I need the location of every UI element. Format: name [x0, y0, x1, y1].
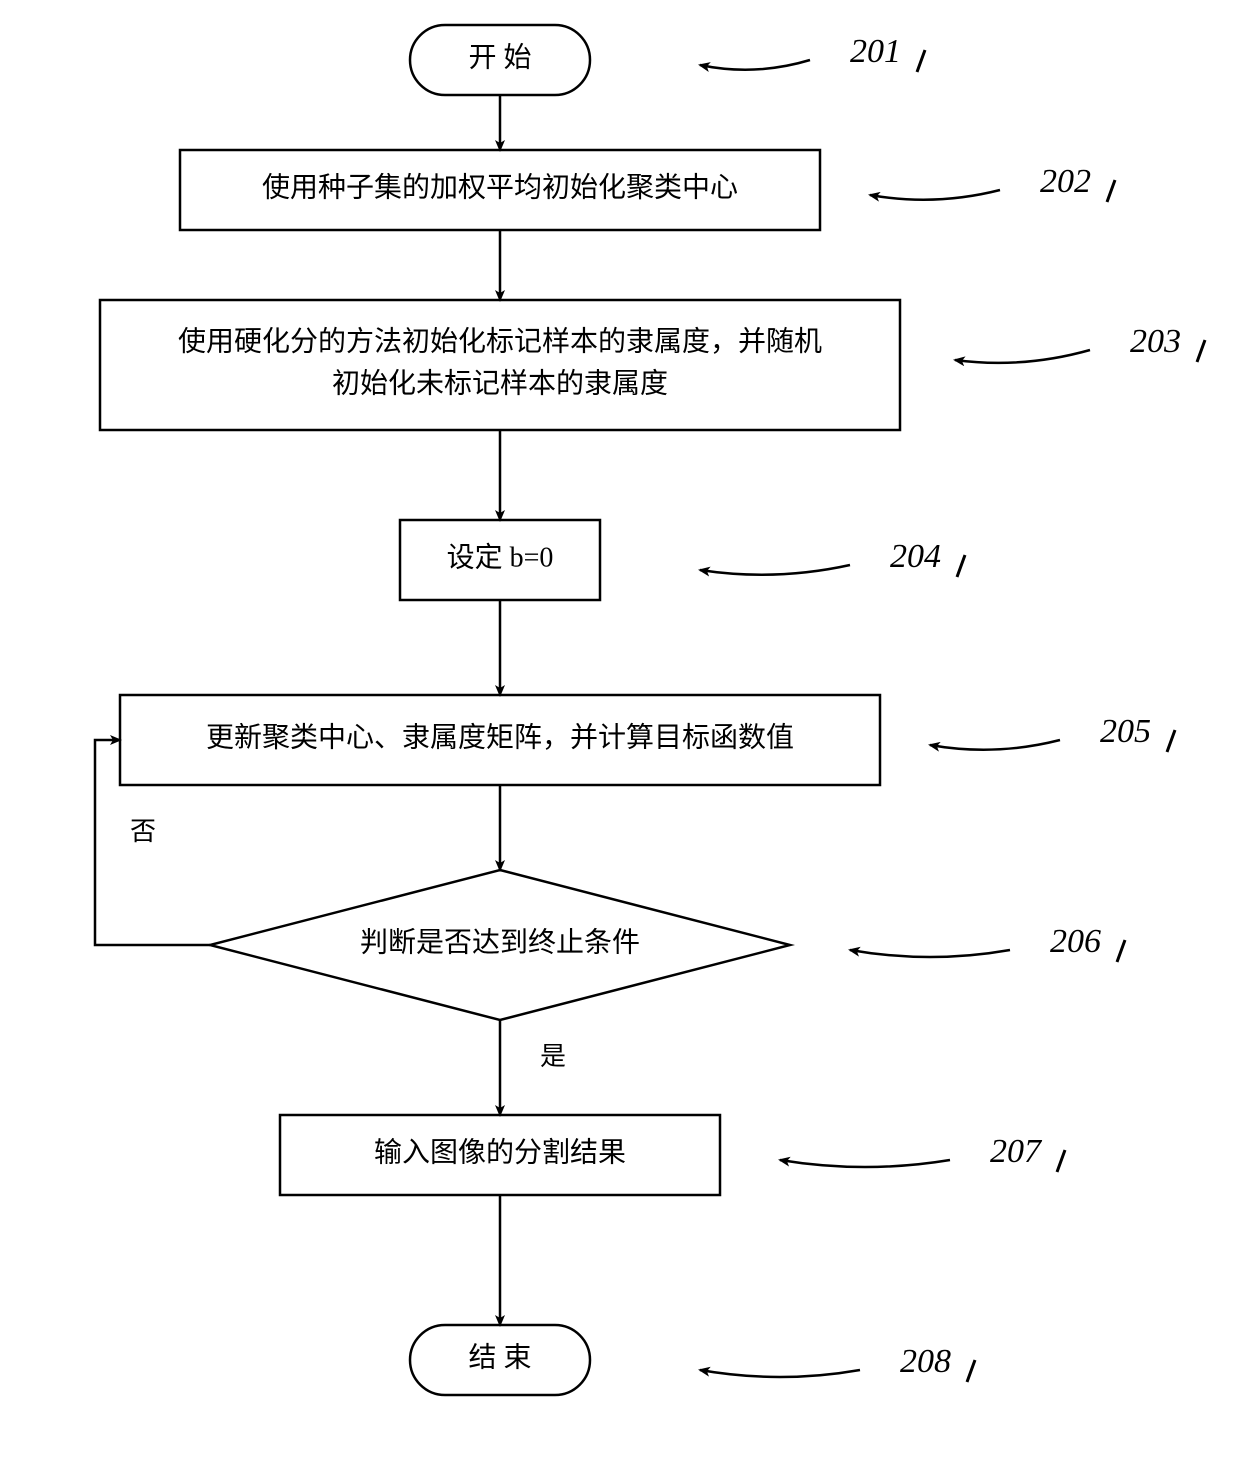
- node-n207-label: 输入图像的分割结果: [374, 1136, 626, 1168]
- reference-labels-layer: 201 202 203 204 205 206 207 208: [700, 33, 1205, 1382]
- ref-208: 208: [700, 1343, 975, 1382]
- ref-206: 206: [850, 923, 1125, 962]
- node-n202-label: 使用种子集的加权平均初始化聚类中心: [262, 171, 738, 203]
- node-n203: 使用硬化分的方法初始化标记样本的隶属度，并随机初始化未标记样本的隶属度: [100, 300, 900, 430]
- ref-label: 204: [890, 538, 941, 575]
- node-n203-label: 初始化未标记样本的隶属度: [332, 367, 668, 399]
- node-start-label: 开 始: [468, 41, 531, 73]
- ref-label: 207: [990, 1133, 1043, 1170]
- ref-label: 201: [850, 33, 901, 70]
- prime-tick: [917, 50, 925, 72]
- node-end-label: 结 束: [468, 1341, 531, 1373]
- ref-205: 205: [930, 713, 1175, 752]
- prime-tick: [1117, 940, 1125, 962]
- ref-207: 207: [780, 1133, 1065, 1172]
- prime-tick: [1107, 180, 1115, 202]
- ref-label: 206: [1050, 923, 1101, 960]
- prime-tick: [1167, 730, 1175, 752]
- ref-label: 208: [900, 1343, 951, 1380]
- node-start: 开 始: [410, 25, 590, 95]
- edge-n206-n205: 否: [95, 740, 210, 945]
- ref-202: 202: [870, 163, 1115, 202]
- edge-n206-n207: 是: [500, 1020, 566, 1115]
- flowchart-svg: 是 否 开 始使用种子集的加权平均初始化聚类中心使用硬化分的方法初始化标记样本的隶…: [0, 0, 1240, 1480]
- prime-tick: [1197, 340, 1205, 362]
- prime-tick: [1057, 1150, 1065, 1172]
- ref-label: 205: [1100, 713, 1151, 750]
- ref-203: 203: [955, 323, 1205, 363]
- prime-tick: [957, 555, 965, 577]
- node-end: 结 束: [410, 1325, 590, 1395]
- ref-label: 202: [1040, 163, 1091, 200]
- node-n205-label: 更新聚类中心、隶属度矩阵，并计算目标函数值: [206, 721, 794, 753]
- edge-label: 否: [130, 817, 156, 846]
- node-n204: 设定 b=0: [400, 520, 600, 600]
- node-n205: 更新聚类中心、隶属度矩阵，并计算目标函数值: [120, 695, 880, 785]
- node-n207: 输入图像的分割结果: [280, 1115, 720, 1195]
- node-n206-label: 判断是否达到终止条件: [360, 926, 640, 958]
- edge-label: 是: [540, 1042, 566, 1071]
- node-n206: 判断是否达到终止条件: [210, 870, 790, 1020]
- nodes-layer: 开 始使用种子集的加权平均初始化聚类中心使用硬化分的方法初始化标记样本的隶属度，…: [100, 25, 900, 1395]
- node-n204-label: 设定 b=0: [447, 541, 554, 573]
- prime-tick: [967, 1360, 975, 1382]
- ref-204: 204: [700, 538, 965, 577]
- node-n202: 使用种子集的加权平均初始化聚类中心: [180, 150, 820, 230]
- ref-label: 203: [1130, 323, 1181, 360]
- ref-201: 201: [700, 33, 925, 72]
- node-n203-label: 使用硬化分的方法初始化标记样本的隶属度，并随机: [178, 325, 822, 357]
